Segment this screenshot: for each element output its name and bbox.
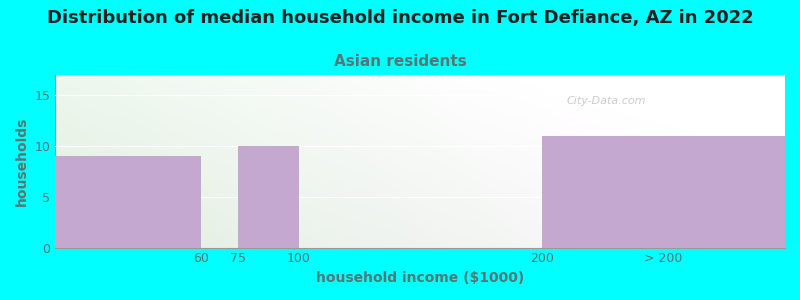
Y-axis label: households: households — [15, 117, 29, 206]
Text: Asian residents: Asian residents — [334, 54, 466, 69]
Text: City-Data.com: City-Data.com — [566, 96, 646, 106]
Bar — [542, 136, 785, 248]
Bar — [55, 156, 202, 248]
Text: Distribution of median household income in Fort Defiance, AZ in 2022: Distribution of median household income … — [46, 9, 754, 27]
Bar — [238, 146, 298, 248]
X-axis label: household income ($1000): household income ($1000) — [316, 271, 524, 285]
